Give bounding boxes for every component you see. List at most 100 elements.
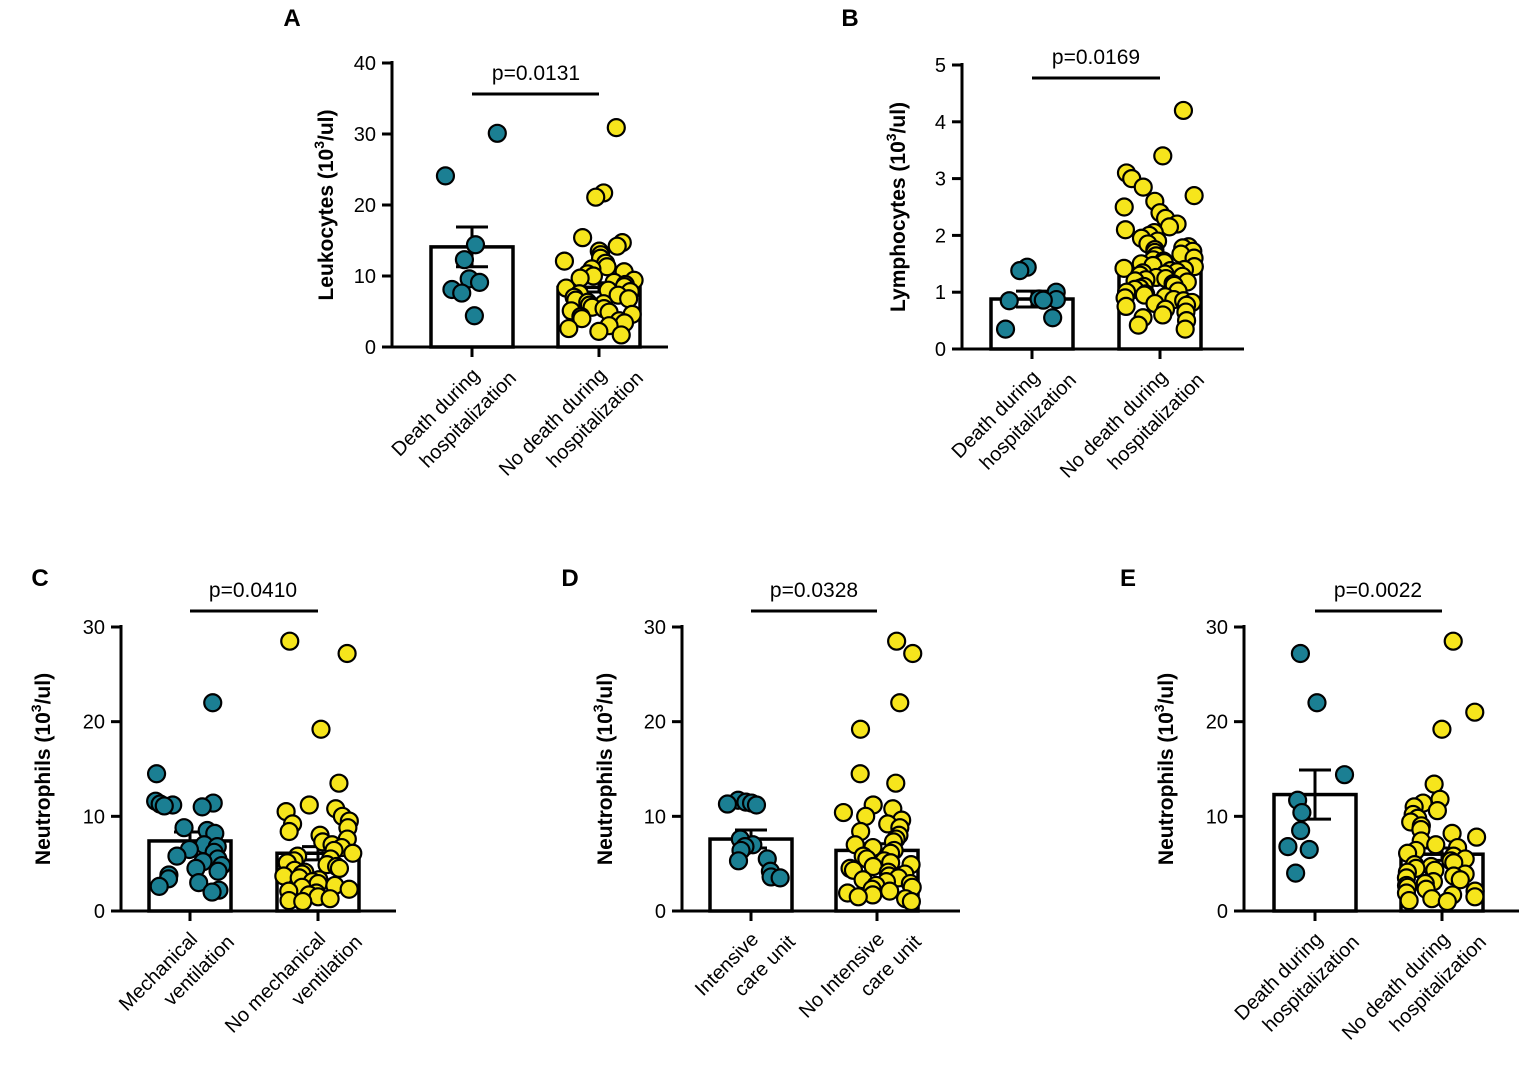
category-group: No death duringhospitalization bbox=[495, 118, 648, 481]
y-axis-label: Neutrophils (103/ul) bbox=[1151, 673, 1178, 865]
data-point bbox=[554, 251, 575, 271]
data-point bbox=[1043, 308, 1063, 328]
y-axis-label-main: Neutrophils (10 bbox=[1155, 712, 1178, 865]
data-point bbox=[746, 795, 767, 815]
y-tick-label: 30 bbox=[354, 124, 376, 146]
x-tick-label: Mechanicalventilation bbox=[115, 911, 239, 1035]
data-point bbox=[320, 889, 340, 909]
y-tick-label: 10 bbox=[644, 806, 666, 828]
data-point bbox=[1114, 258, 1134, 278]
data-point bbox=[203, 693, 223, 713]
category-group: No Intensivecare unit bbox=[795, 631, 926, 1042]
y-tick-label: 0 bbox=[935, 339, 946, 361]
y-axis-label-main: Lymphocytes (10 bbox=[887, 141, 910, 312]
data-point bbox=[1114, 197, 1134, 217]
y-tick-label: 20 bbox=[354, 195, 376, 217]
data-point bbox=[1292, 802, 1312, 823]
x-tick-label: No death duringhospitalization bbox=[1338, 911, 1491, 1064]
data-point bbox=[1334, 765, 1355, 785]
data-point bbox=[887, 631, 907, 651]
data-point bbox=[999, 291, 1019, 311]
data-point bbox=[1399, 890, 1419, 911]
data-point bbox=[1173, 100, 1194, 121]
data-point bbox=[435, 166, 456, 186]
data-point bbox=[339, 879, 359, 899]
data-point bbox=[572, 309, 592, 329]
data-point bbox=[149, 876, 169, 896]
x-tick-label: No Intensivecare unit bbox=[795, 911, 926, 1042]
data-point bbox=[1291, 820, 1311, 841]
y-tick-label: 10 bbox=[1206, 806, 1228, 828]
data-point bbox=[1437, 891, 1457, 912]
data-point bbox=[833, 802, 854, 823]
data-point bbox=[586, 187, 606, 207]
y-axis-label: Leukocytes (103/ul) bbox=[311, 109, 338, 300]
data-point bbox=[606, 118, 626, 138]
y-tick-label: 20 bbox=[644, 712, 666, 734]
y-tick-label: 5 bbox=[935, 55, 946, 77]
y-axis-label-superscript: 3 bbox=[590, 704, 606, 712]
data-point bbox=[202, 882, 222, 902]
y-axis-label-main: Neutrophils (10 bbox=[594, 712, 617, 865]
data-point bbox=[1465, 702, 1485, 722]
data-point bbox=[452, 283, 472, 303]
y-axis-label-superscript: 3 bbox=[883, 133, 899, 141]
x-tick-label: No death duringhospitalization bbox=[1056, 349, 1209, 502]
data-point bbox=[293, 891, 313, 912]
y-axis-label-unit: /ul) bbox=[315, 109, 338, 141]
panel-letter: A bbox=[283, 5, 300, 32]
y-tick-label: 4 bbox=[935, 112, 946, 134]
y-tick-label: 30 bbox=[1206, 617, 1228, 639]
data-point bbox=[619, 289, 639, 309]
data-point bbox=[337, 643, 357, 664]
data-point bbox=[454, 250, 475, 270]
data-point bbox=[880, 881, 900, 901]
data-point bbox=[1450, 870, 1470, 890]
p-value-label: p=0.0131 bbox=[492, 62, 580, 85]
data-point bbox=[146, 764, 167, 784]
data-point bbox=[1465, 887, 1485, 907]
x-tick-label: No mechanicalventilation bbox=[221, 911, 367, 1057]
data-point bbox=[1307, 693, 1327, 713]
y-axis-label: Lymphocytes (103/ul) bbox=[883, 102, 910, 312]
p-value-label: p=0.0328 bbox=[770, 579, 858, 602]
data-point bbox=[1175, 319, 1195, 339]
data-point bbox=[611, 325, 631, 345]
data-point bbox=[1153, 146, 1173, 166]
x-tick-label: Intensivecare unit bbox=[691, 911, 800, 1020]
data-point bbox=[559, 318, 579, 339]
data-point bbox=[465, 235, 486, 255]
data-point bbox=[279, 821, 299, 842]
y-axis-label-superscript: 3 bbox=[311, 141, 327, 149]
data-point bbox=[280, 631, 300, 651]
category-group: No mechanicalventilation bbox=[221, 631, 367, 1057]
data-point bbox=[903, 643, 923, 664]
y-tick-label: 2 bbox=[935, 225, 946, 247]
y-tick-label: 30 bbox=[644, 617, 666, 639]
y-axis-label-unit: /ul) bbox=[1155, 673, 1178, 705]
category-group: Death duringhospitalization bbox=[1231, 643, 1364, 1036]
data-point bbox=[1286, 863, 1306, 883]
data-point bbox=[1432, 719, 1452, 739]
data-point bbox=[464, 306, 484, 326]
data-point bbox=[1184, 186, 1204, 206]
y-tick-label: 30 bbox=[83, 617, 105, 639]
y-axis-label-unit: /ul) bbox=[32, 673, 55, 705]
data-point bbox=[208, 861, 228, 881]
y-tick-label: 20 bbox=[83, 712, 105, 734]
y-axis-label-unit: /ul) bbox=[594, 673, 617, 705]
y-tick-label: 0 bbox=[365, 337, 376, 359]
data-point bbox=[1299, 839, 1319, 860]
y-axis-label-superscript: 3 bbox=[28, 704, 44, 712]
data-point bbox=[1033, 290, 1053, 310]
data-point bbox=[174, 818, 194, 838]
y-tick-label: 20 bbox=[1206, 712, 1228, 734]
y-tick-label: 40 bbox=[354, 53, 376, 75]
category-group: No death duringhospitalization bbox=[1338, 631, 1491, 1064]
data-point bbox=[901, 891, 921, 912]
category-group: Death duringhospitalization bbox=[948, 257, 1081, 474]
data-point bbox=[995, 319, 1016, 339]
y-axis-label-main: Neutrophils (10 bbox=[32, 712, 55, 865]
panel-letter: C bbox=[31, 565, 48, 592]
